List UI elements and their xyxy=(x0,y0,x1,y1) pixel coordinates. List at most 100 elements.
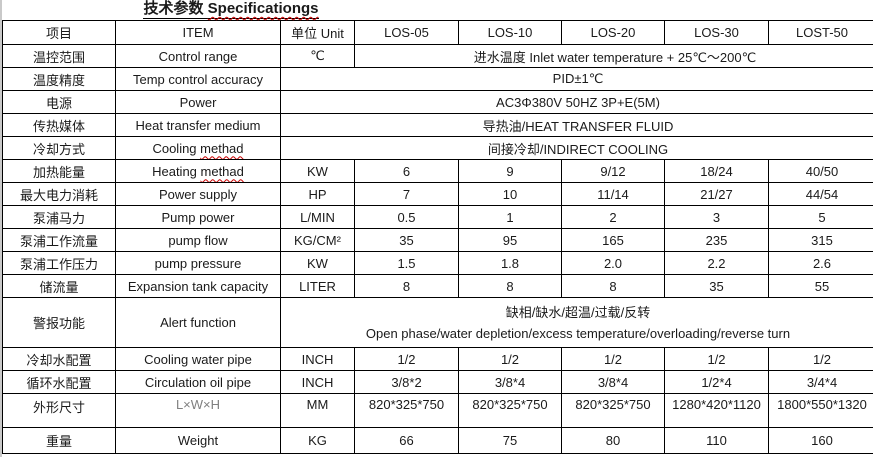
page-title-text: 技术参数 Specificationgs xyxy=(143,0,319,19)
merged-cell: 导热油/HEAT TRANSFER FLUID xyxy=(280,113,873,137)
cell-zh: 泵浦工作流量 xyxy=(2,228,116,252)
header-unit: 单位 Unit xyxy=(280,20,355,45)
table-row-power-supply: 最大电力消耗 Power supply HP 7 10 11/14 21/27 … xyxy=(2,182,873,206)
cell-en: Temp control accuracy xyxy=(115,67,281,91)
cell-value: 110 xyxy=(664,427,769,454)
cell-value: 3 xyxy=(664,205,769,229)
table-row-pump-pressure: 泵浦工作压力 pump pressure KW 1.5 1.8 2.0 2.2 … xyxy=(2,251,873,275)
cell-unit: HP xyxy=(280,182,355,206)
cell-zh: 冷却方式 xyxy=(2,136,116,160)
cell-value: 11/14 xyxy=(561,182,665,206)
header-model-los10: LOS-10 xyxy=(458,20,562,45)
table-row-weight: 重量 Weight KG 66 75 80 110 160 xyxy=(2,427,873,454)
cell-value: 7 xyxy=(354,182,459,206)
cell-zh: 传热媒体 xyxy=(2,113,116,137)
cell-zh: 警报功能 xyxy=(2,297,116,348)
cell-en: Power xyxy=(115,90,281,114)
cell-unit: INCH xyxy=(280,347,355,371)
cell-value: 1800*550*1320 xyxy=(768,393,873,428)
cell-value: 235 xyxy=(664,228,769,252)
cell-value: 1/2 xyxy=(354,347,459,371)
cell-unit: MM xyxy=(280,393,355,428)
merged-cell: 进水温度 Inlet water temperature + 25℃～200℃ xyxy=(354,44,873,68)
cell-value: 35 xyxy=(664,274,769,298)
cell-unit: L/MIN xyxy=(280,205,355,229)
cell-unit: LITER xyxy=(280,274,355,298)
cell-value: 8 xyxy=(458,274,562,298)
cell-value: 2.2 xyxy=(664,251,769,275)
cell-value: 35 xyxy=(354,228,459,252)
cell-en: L×W×H xyxy=(115,393,281,428)
cell-value: 6 xyxy=(354,159,459,183)
table-row-cooling-water-pipe: 冷却水配置 Cooling water pipe INCH 1/2 1/2 1/… xyxy=(2,347,873,371)
cell-value: 1.8 xyxy=(458,251,562,275)
page-title-en: Specificationgs xyxy=(207,0,319,17)
cell-zh: 冷却水配置 xyxy=(2,347,116,371)
cell-zh: 泵浦马力 xyxy=(2,205,116,229)
cell-value: 5 xyxy=(768,205,873,229)
table-row-dimensions: 外形尺寸 L×W×H MM 820*325*750 820*325*750 82… xyxy=(2,393,873,428)
header-model-los05: LOS-05 xyxy=(354,20,459,45)
page-title: 技术参数 Specificationgs xyxy=(2,0,460,20)
table-row-pump-flow: 泵浦工作流量 pump flow KG/CM² 35 95 165 235 31… xyxy=(2,228,873,252)
table-row-temp-accuracy: 温度精度 Temp control accuracy PID±1℃ xyxy=(2,67,873,91)
cell-en: Heating methad xyxy=(115,159,281,183)
cell-en: Circulation oil pipe xyxy=(115,370,281,394)
header-model-los30: LOS-30 xyxy=(664,20,769,45)
cell-zh: 温控范围 xyxy=(2,44,116,68)
cell-zh: 温度精度 xyxy=(2,67,116,91)
specifications-table: 项目 ITEM 单位 Unit LOS-05 LOS-10 LOS-20 LOS… xyxy=(2,20,873,454)
table-row-heat-medium: 传热媒体 Heat transfer medium 导热油/HEAT TRANS… xyxy=(2,113,873,137)
cell-unit: INCH xyxy=(280,370,355,394)
cell-unit: KW xyxy=(280,251,355,275)
cell-en-text: Cooling xyxy=(152,140,201,156)
page-title-zh: 技术参数 xyxy=(143,0,208,17)
cell-en: Expansion tank capacity xyxy=(115,274,281,298)
cell-value: 3/8*4 xyxy=(458,370,562,394)
cell-value: 820*325*750 xyxy=(354,393,459,428)
cell-value: 1/2 xyxy=(768,347,873,371)
table-row-circulation-oil-pipe: 循环水配置 Circulation oil pipe INCH 3/8*2 3/… xyxy=(2,370,873,394)
cell-en-text: Heating xyxy=(152,163,201,179)
cell-en: Pump power xyxy=(115,205,281,229)
table-row-tank-capacity: 储流量 Expansion tank capacity LITER 8 8 8 … xyxy=(2,274,873,298)
cell-en: pump flow xyxy=(115,228,281,252)
cell-value: 8 xyxy=(354,274,459,298)
cell-value: 55 xyxy=(768,274,873,298)
cell-zh: 电源 xyxy=(2,90,116,114)
cell-en: Heat transfer medium xyxy=(115,113,281,137)
cell-value: 10 xyxy=(458,182,562,206)
cell-value: 2 xyxy=(561,205,665,229)
cell-value: 1280*420*1120 xyxy=(664,393,769,428)
cell-value: 0.5 xyxy=(354,205,459,229)
cell-en: Power supply xyxy=(115,182,281,206)
cell-unit: KG/CM² xyxy=(280,228,355,252)
cell-zh: 重量 xyxy=(2,427,116,454)
header-item-en: ITEM xyxy=(115,20,281,45)
cell-value: 40/50 xyxy=(768,159,873,183)
cell-zh: 循环水配置 xyxy=(2,370,116,394)
cell-value: 165 xyxy=(561,228,665,252)
cell-en-typo: methad xyxy=(200,140,244,156)
cell-value: 9 xyxy=(458,159,562,183)
cell-en-typo: methad xyxy=(200,163,244,179)
cell-value: 315 xyxy=(768,228,873,252)
merged-cell: AC3Φ380V 50HZ 3P+E(5M) xyxy=(280,90,873,114)
table-row-pump-power: 泵浦马力 Pump power L/MIN 0.5 1 2 3 5 xyxy=(2,205,873,229)
cell-value: 820*325*750 xyxy=(458,393,562,428)
table-row-heating-capacity: 加热能量 Heating methad KW 6 9 9/12 18/24 40… xyxy=(2,159,873,183)
cell-value: 1/2 xyxy=(664,347,769,371)
header-model-lost50: LOST-50 xyxy=(768,20,873,45)
cell-en: Cooling water pipe xyxy=(115,347,281,371)
cell-en: Control range xyxy=(115,44,281,68)
cell-en: Weight xyxy=(115,427,281,454)
cell-unit: KG xyxy=(280,427,355,454)
cell-value: 1/2 xyxy=(561,347,665,371)
table-row-cooling-method: 冷却方式 Cooling methad 间接冷却/INDIRECT COOLIN… xyxy=(2,136,873,160)
merged-cell: 间接冷却/INDIRECT COOLING xyxy=(280,136,873,160)
header-item-zh: 项目 xyxy=(2,20,116,45)
cell-en: Alert function xyxy=(115,297,281,348)
cell-value: 9/12 xyxy=(561,159,665,183)
alert-line-en: Open phase/water depletion/excess temper… xyxy=(365,325,791,341)
